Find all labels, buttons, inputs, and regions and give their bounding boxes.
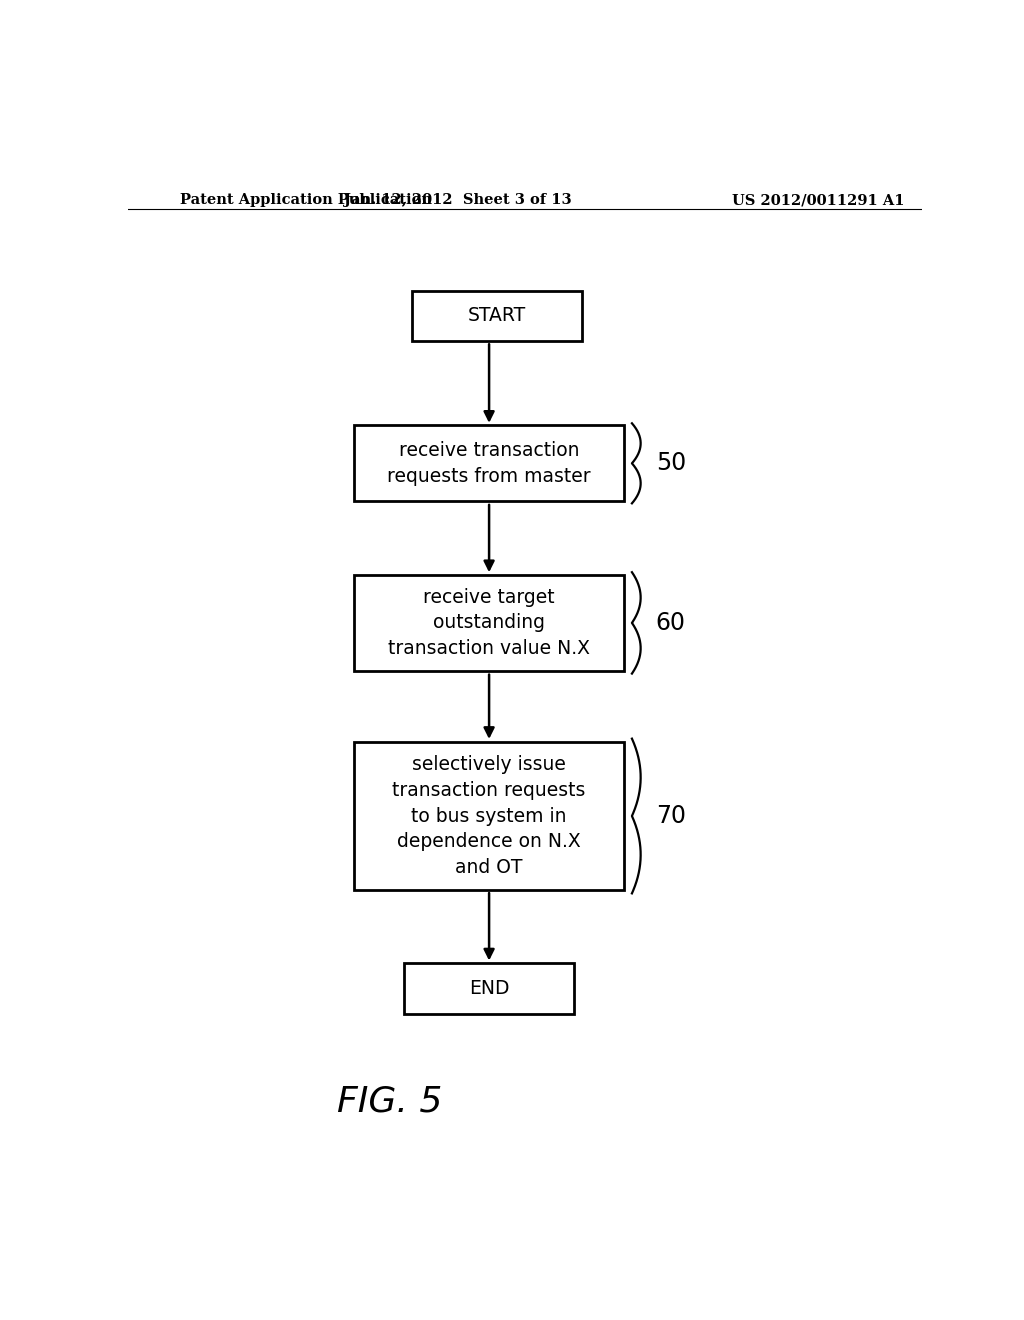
FancyBboxPatch shape <box>403 964 574 1014</box>
Text: Patent Application Publication: Patent Application Publication <box>179 193 431 207</box>
Text: 70: 70 <box>655 804 686 828</box>
FancyBboxPatch shape <box>412 290 583 342</box>
Text: selectively issue
transaction requests
to bus system in
dependence on N.X
and OT: selectively issue transaction requests t… <box>392 755 586 876</box>
Text: 50: 50 <box>655 451 686 475</box>
Text: receive transaction
requests from master: receive transaction requests from master <box>387 441 591 486</box>
Text: 60: 60 <box>655 611 686 635</box>
Text: END: END <box>469 979 509 998</box>
FancyBboxPatch shape <box>354 574 624 671</box>
Text: US 2012/0011291 A1: US 2012/0011291 A1 <box>732 193 904 207</box>
Text: FIG. 5: FIG. 5 <box>337 1085 442 1118</box>
Text: Jan. 12, 2012  Sheet 3 of 13: Jan. 12, 2012 Sheet 3 of 13 <box>343 193 571 207</box>
Text: START: START <box>468 306 526 326</box>
FancyBboxPatch shape <box>354 742 624 890</box>
Text: receive target
outstanding
transaction value N.X: receive target outstanding transaction v… <box>388 587 590 659</box>
FancyBboxPatch shape <box>354 425 624 502</box>
